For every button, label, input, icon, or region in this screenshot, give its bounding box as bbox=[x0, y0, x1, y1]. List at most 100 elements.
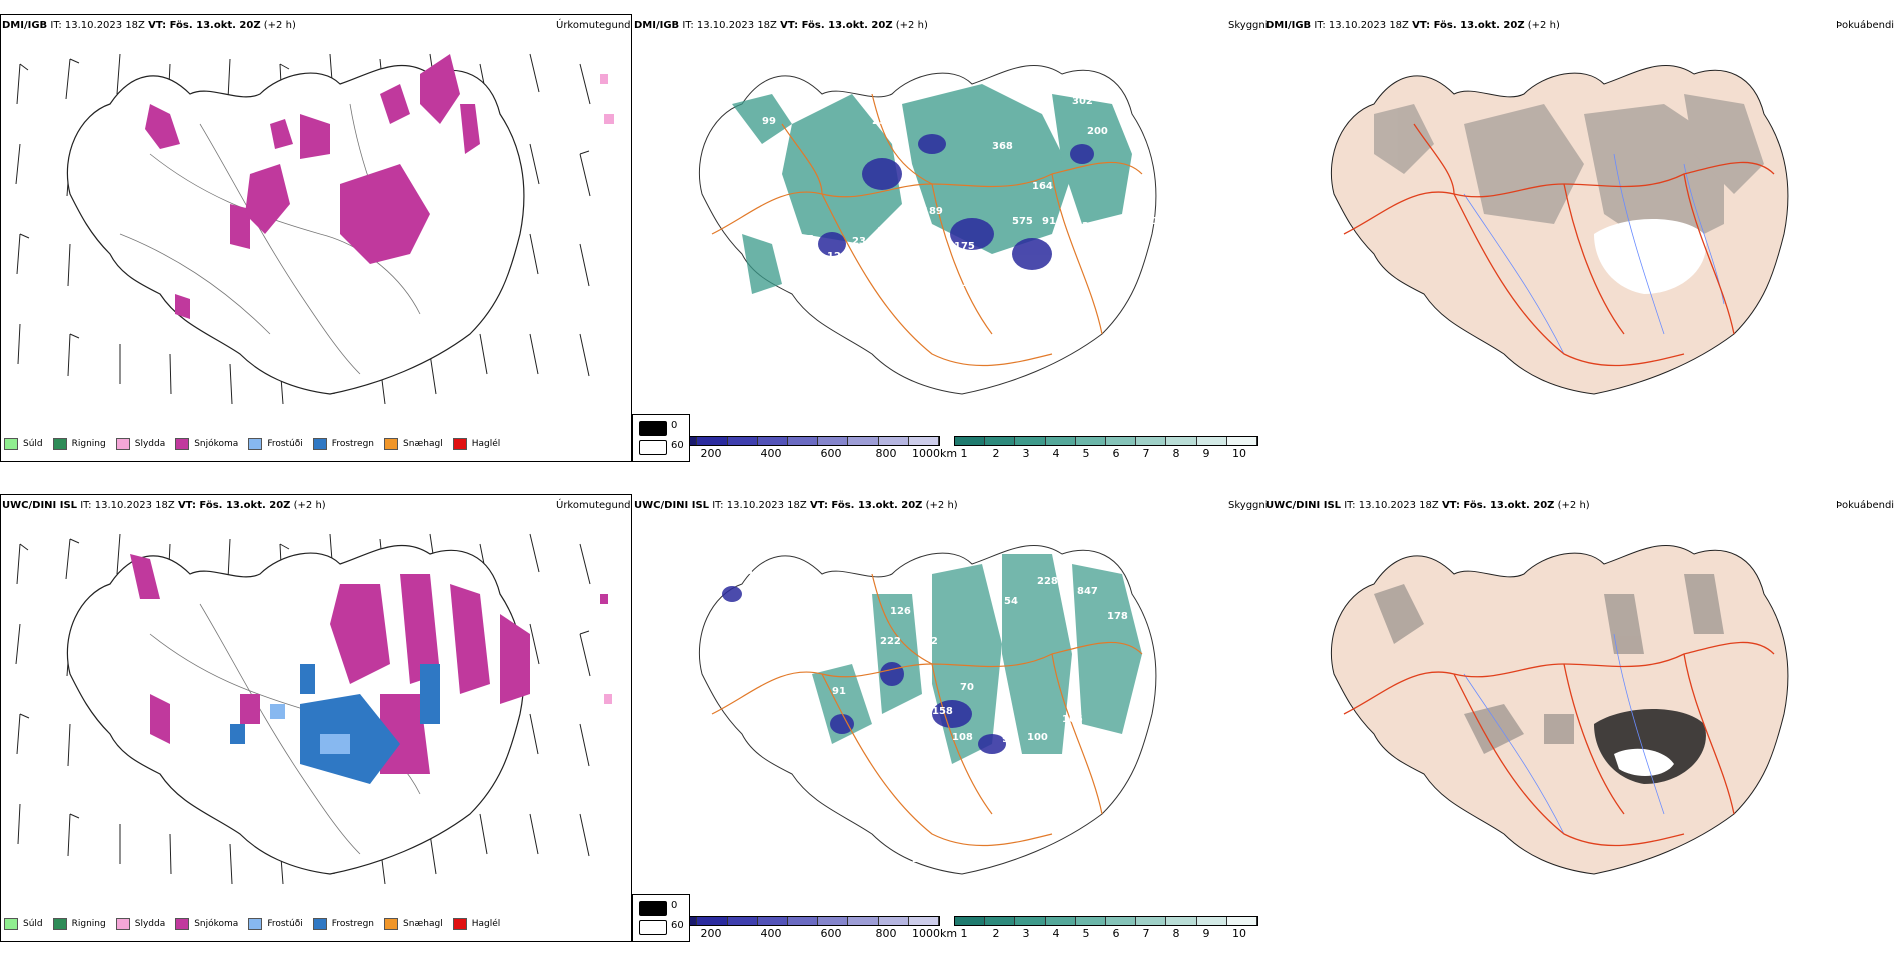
vis-label: 175 bbox=[954, 241, 975, 252]
visibility-ticks: km 1 2 3 4 5 6 7 8 9 10 bbox=[940, 927, 1246, 940]
vis-label: 200 bbox=[1087, 126, 1108, 137]
panel-frame bbox=[0, 494, 632, 942]
vis-label: 252 bbox=[872, 116, 893, 127]
vis-label: 105 bbox=[1062, 714, 1083, 725]
legend-swatch bbox=[384, 438, 399, 450]
vis-label: 164 bbox=[1032, 181, 1053, 192]
freezing-drizzle-areas bbox=[270, 704, 350, 754]
panel-title: Þokuábendi bbox=[1836, 500, 1895, 511]
legend-item: Haglél bbox=[452, 438, 500, 450]
panel-header: DMI/IGB IT: 13.10.2023 18Z VT: Fös. 13.o… bbox=[634, 20, 928, 31]
lead-time: (+2 h) bbox=[895, 20, 928, 31]
vis-label: 165 bbox=[1152, 216, 1173, 227]
model-name: UWC/DINI ISL bbox=[2, 500, 78, 511]
rivers bbox=[1463, 633, 1665, 835]
legend-item: Frostúði bbox=[248, 438, 303, 450]
legend-item: Rigning bbox=[52, 438, 106, 450]
panel-frame bbox=[0, 14, 632, 462]
legend-swatch bbox=[384, 918, 399, 930]
vis-label: 135 bbox=[962, 278, 983, 289]
legend-item: Slydda bbox=[115, 438, 165, 450]
legend-swatch bbox=[52, 918, 67, 930]
model-name: UWC/DINI ISL bbox=[1266, 500, 1342, 511]
vis-label: 133 bbox=[877, 226, 898, 237]
vis-label: 122 bbox=[902, 732, 923, 743]
legend-item: Slydda bbox=[115, 918, 165, 930]
legend-swatch bbox=[4, 918, 18, 930]
vis-label: 95 bbox=[800, 234, 814, 245]
vis-label: 177 bbox=[1177, 216, 1198, 227]
vis-label: 167 bbox=[780, 306, 801, 317]
visibility-map: 99 252 189 133 234 120 175 135 99 92 107… bbox=[698, 65, 1198, 402]
vis-label: 368 bbox=[992, 141, 1013, 152]
vis-label: 127 bbox=[917, 391, 938, 402]
iceland-land bbox=[1330, 65, 1789, 395]
vis-label: 120 bbox=[827, 251, 848, 262]
fog-legend-swatch bbox=[639, 901, 667, 916]
ceiling-shading bbox=[818, 134, 1094, 270]
init-time: IT: 13.10.2023 18Z bbox=[50, 20, 145, 31]
vis-label: 208 bbox=[1167, 651, 1188, 662]
legend-swatch bbox=[4, 438, 18, 450]
visibility-scale: km 1 2 3 4 5 6 7 8 9 10 bbox=[940, 916, 1258, 940]
road-network bbox=[1343, 641, 1775, 847]
lead-time: (+2 h) bbox=[293, 500, 326, 511]
model-name: DMI/IGB bbox=[1266, 20, 1312, 31]
legend-swatch bbox=[52, 438, 67, 450]
valid-time: VT: Fös. 13.okt. 20Z bbox=[809, 500, 923, 511]
legend-item: Snæhagl bbox=[384, 918, 443, 930]
vis-label: 149 bbox=[762, 686, 783, 697]
panel-header: UWC/DINI ISL IT: 13.10.2023 18Z VT: Fös.… bbox=[634, 500, 958, 511]
vis-label: 178 bbox=[1107, 611, 1128, 622]
vis-labels: 99 252 189 133 234 120 175 135 99 92 107… bbox=[752, 96, 1198, 402]
init-time: IT: 13.10.2023 18Z bbox=[682, 20, 777, 31]
vis-label: 153 bbox=[732, 566, 753, 577]
model-name: DMI/IGB bbox=[2, 20, 48, 31]
legend-swatch bbox=[175, 918, 190, 930]
fog-map bbox=[1330, 65, 1789, 395]
legend-item: Snæhagl bbox=[384, 438, 443, 450]
iceland-coastline bbox=[66, 64, 525, 395]
precip-type-legend: Súld Rigning Slydda Snjókoma Frostúði Fr… bbox=[4, 916, 624, 932]
panel-visibility: UWC/DINI ISL IT: 13.10.2023 18Z VT: Fös.… bbox=[632, 494, 1268, 954]
precip-type-legend: Súld Rigning Slydda Snjókoma Frostúði Fr… bbox=[4, 436, 624, 452]
lead-time: (+2 h) bbox=[1557, 500, 1590, 511]
legend-swatch bbox=[248, 918, 263, 930]
valid-time: VT: Fös. 13.okt. 20Z bbox=[1412, 20, 1525, 31]
vis-label: 92 bbox=[1047, 276, 1061, 287]
lead-time: (+2 h) bbox=[1527, 20, 1560, 31]
vis-label: 89 bbox=[812, 260, 826, 271]
panel-visibility: DMI/IGB IT: 13.10.2023 18Z VT: Fös. 13.o… bbox=[632, 14, 1268, 474]
legend-swatch bbox=[452, 918, 467, 930]
panel-fog: UWC/DINI ISL IT: 13.10.2023 18Z VT: Fös.… bbox=[1264, 494, 1900, 954]
legend-item: Snjókoma bbox=[175, 918, 238, 930]
visibility-map: 153 338 126 222 192 228 847 178 269 208 … bbox=[698, 545, 1188, 875]
road-network bbox=[711, 573, 1143, 847]
vis-label: 222 bbox=[880, 636, 901, 647]
model-name: UWC/DINI ISL bbox=[634, 500, 710, 511]
legend-swatch bbox=[248, 438, 263, 450]
precip-type-map bbox=[15, 533, 612, 885]
valid-time: VT: Fös. 13.okt. 20Z bbox=[1441, 500, 1555, 511]
legend-swatch bbox=[312, 918, 327, 930]
legend-item: Súld bbox=[4, 918, 43, 930]
vis-labels: 153 338 126 222 192 228 847 178 269 208 … bbox=[732, 566, 1188, 865]
legend-swatch bbox=[175, 438, 190, 450]
vis-label: 228 bbox=[1037, 576, 1058, 587]
vis-label: 56 bbox=[792, 746, 806, 757]
vis-label: 91 bbox=[1042, 216, 1056, 227]
legend-item: Haglél bbox=[452, 918, 500, 930]
legend-swatch bbox=[312, 438, 327, 450]
vis-label: 234 bbox=[852, 236, 873, 247]
vis-label: 371 bbox=[772, 346, 793, 357]
panel-precip-type: UWC/DINI ISL IT: 13.10.2023 18Z VT: Fös.… bbox=[0, 494, 632, 954]
panel-header: UWC/DINI ISL IT: 13.10.2023 18Z VT: Fös.… bbox=[2, 500, 326, 511]
vis-label: 199 bbox=[1167, 666, 1188, 677]
fog-map bbox=[1330, 545, 1789, 875]
vis-label: 575 bbox=[1012, 216, 1033, 227]
visibility-colorbar bbox=[954, 436, 1258, 446]
legend-item: Frostregn bbox=[312, 438, 374, 450]
fog-legend-swatch bbox=[639, 421, 667, 436]
vis-label: 150 bbox=[757, 326, 778, 337]
vis-label: 240 bbox=[1127, 196, 1148, 207]
